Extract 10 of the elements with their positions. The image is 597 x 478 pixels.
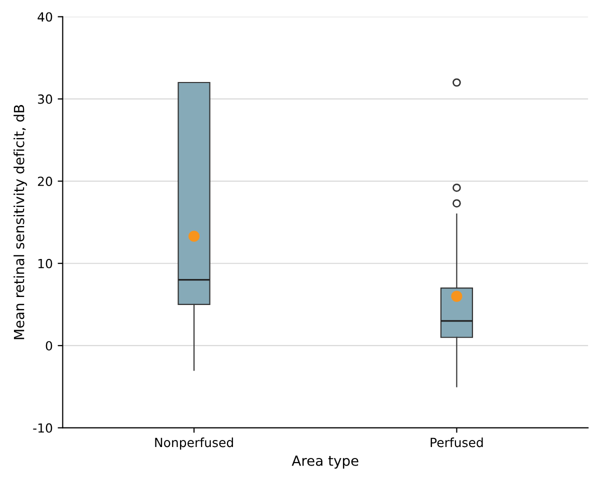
y-tick-label: 10 [38, 258, 52, 268]
x-axis-title: Area type [292, 456, 358, 469]
x-tick-label: Nonperfused [155, 438, 233, 450]
y-tick-label: 20 [38, 176, 52, 186]
y-axis-title: Mean retinal sensitivity deficit, dB [14, 105, 27, 340]
y-tick-label: 40 [38, 12, 52, 22]
y-tick-label: -10 [33, 423, 52, 433]
y-tick-label: 0 [46, 341, 52, 351]
y-tick-label: 30 [38, 94, 52, 104]
x-tick-label: Perfused [430, 438, 483, 448]
